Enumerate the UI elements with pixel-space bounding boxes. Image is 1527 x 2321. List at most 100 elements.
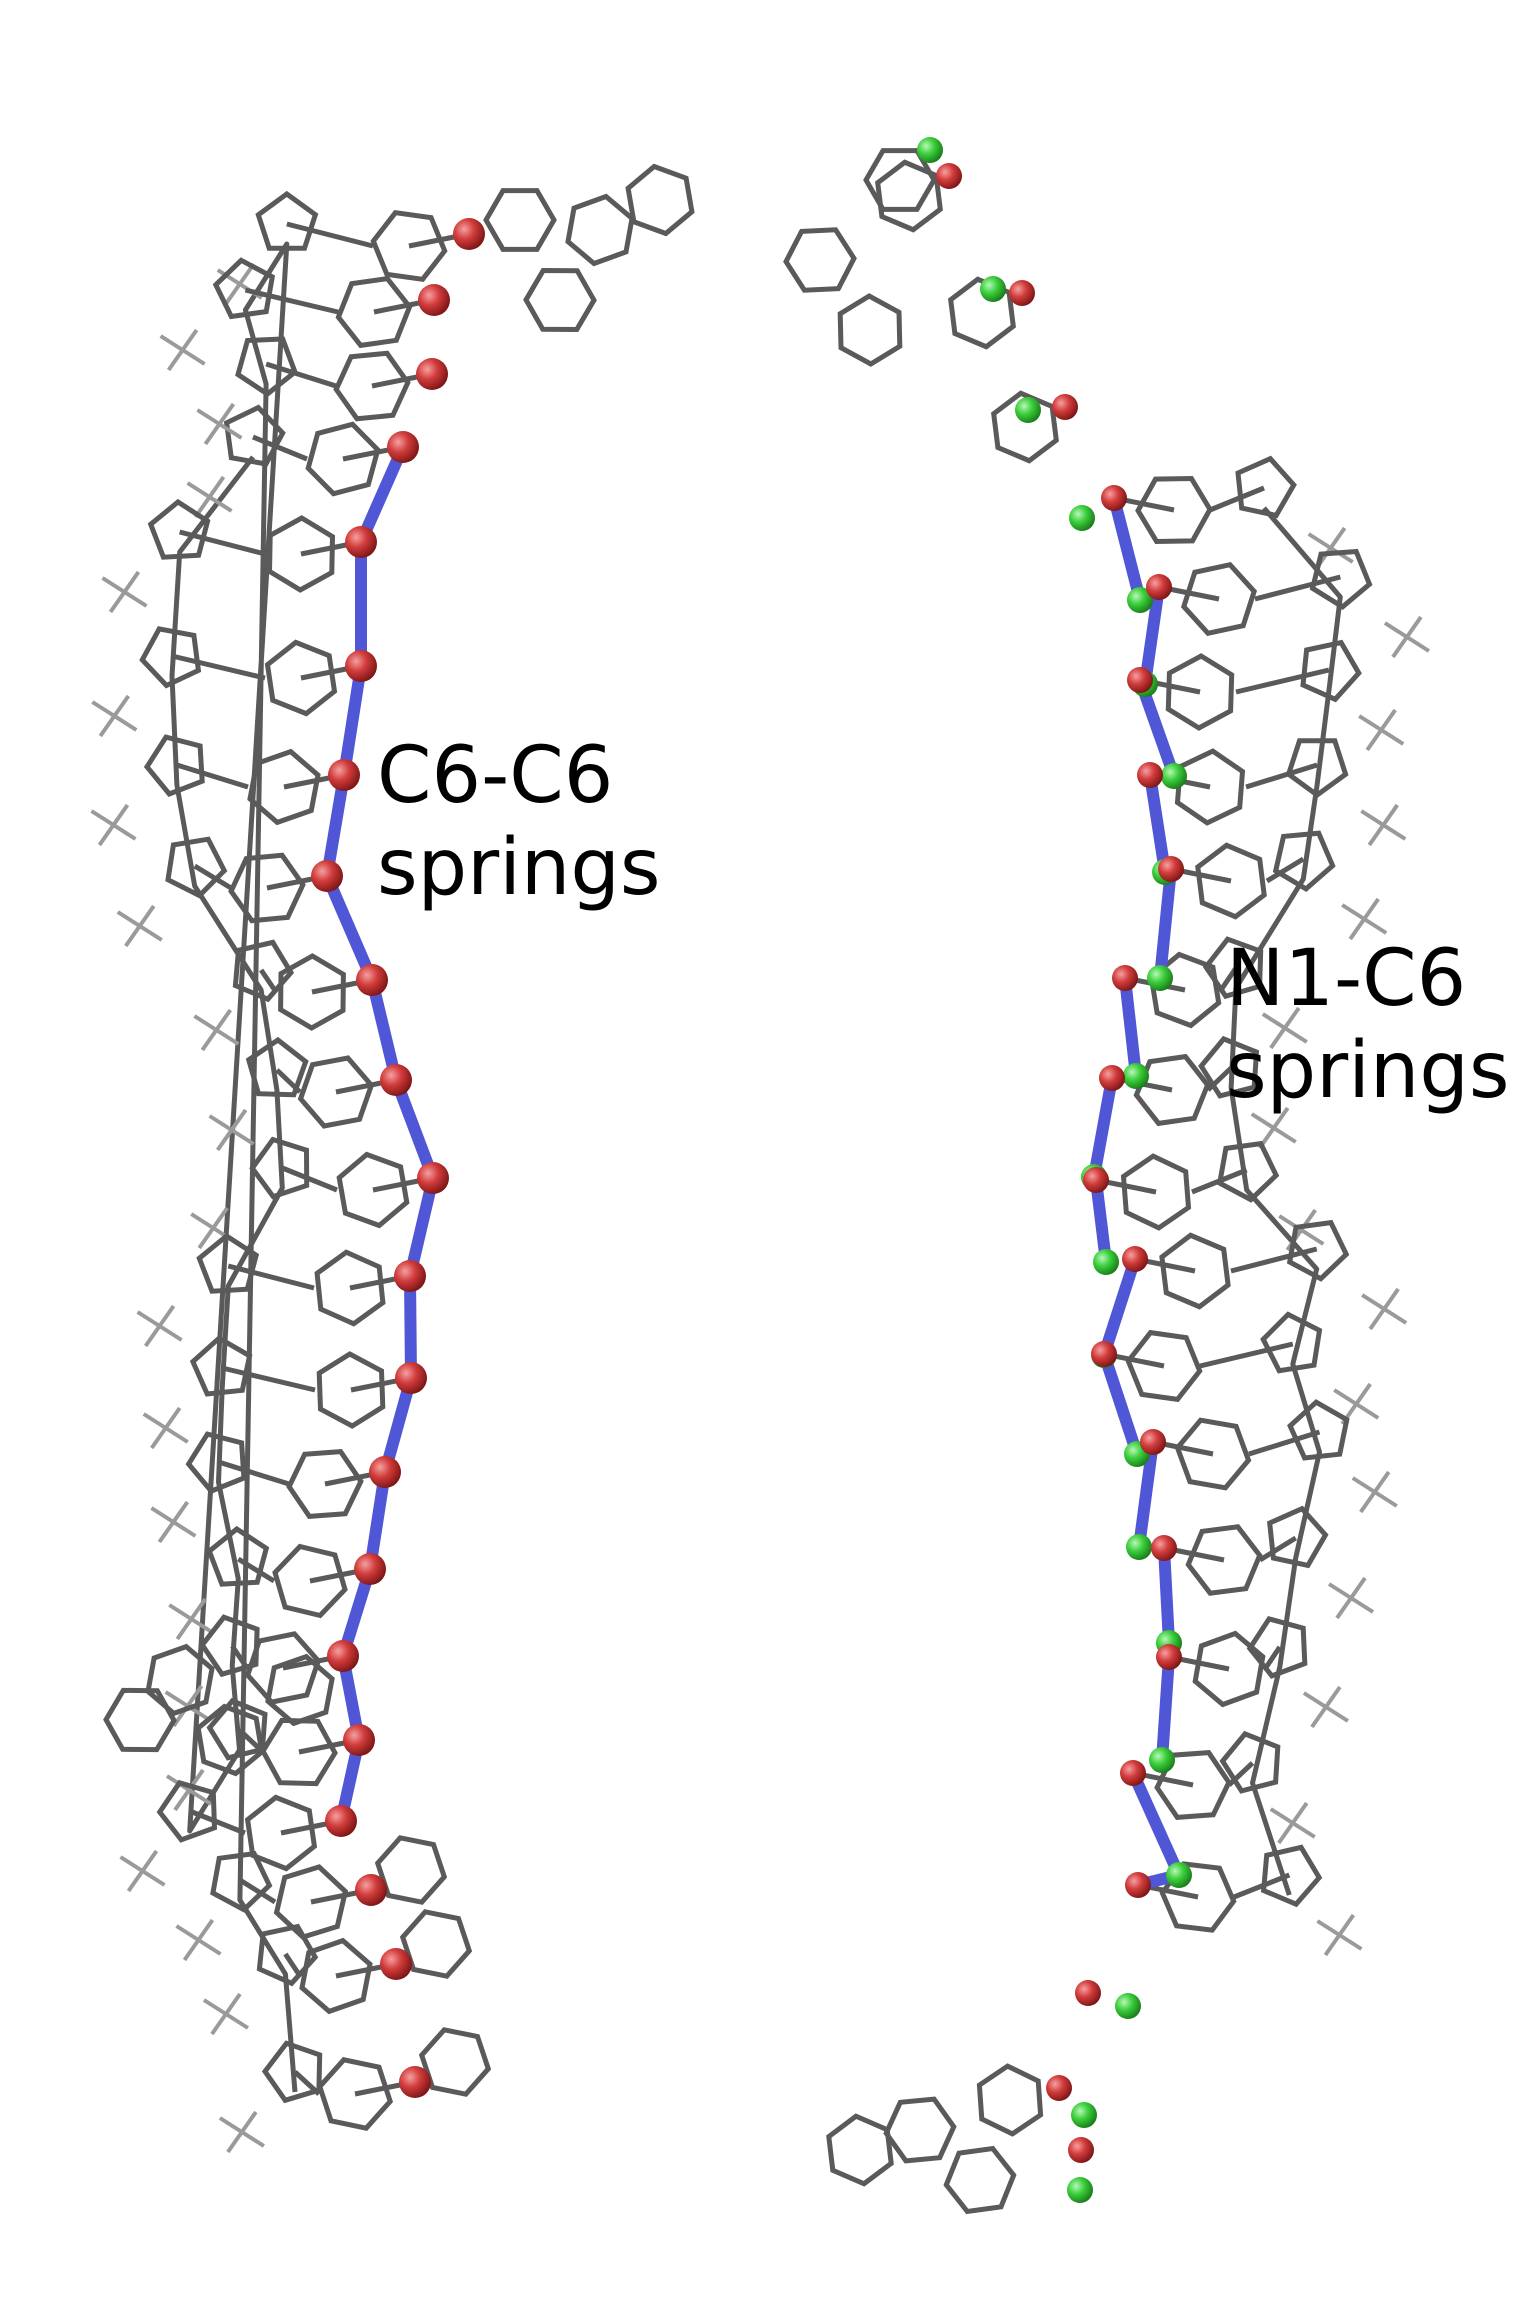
base-ring bbox=[244, 1794, 318, 1872]
n1-atom bbox=[1127, 587, 1153, 613]
base-ring bbox=[1174, 1417, 1252, 1491]
n1-c6-spring bbox=[1154, 863, 1177, 984]
glycosidic-bond bbox=[176, 762, 249, 790]
base-ring bbox=[374, 1835, 448, 1905]
glycosidic-bond bbox=[171, 653, 266, 681]
glycosidic-bond bbox=[1245, 762, 1318, 790]
sugar-ring bbox=[249, 1136, 310, 1200]
phosphate-bond bbox=[203, 402, 236, 446]
glycosidic-bond bbox=[1248, 1429, 1321, 1457]
n1-c6-spring bbox=[1098, 1253, 1141, 1361]
glycosidic-bond bbox=[1233, 1872, 1291, 1900]
c6-c6-spring bbox=[366, 974, 402, 1086]
c6-atom bbox=[387, 431, 419, 463]
sugar-ring bbox=[143, 734, 205, 797]
c6-atom bbox=[354, 1553, 386, 1585]
glycosidic-bond bbox=[1262, 1645, 1282, 1671]
c6-atom bbox=[356, 964, 388, 996]
phosphate-bond bbox=[197, 1206, 229, 1250]
base-ring bbox=[260, 1717, 338, 1787]
sugar-ring bbox=[1246, 1616, 1308, 1679]
right-atoms bbox=[917, 137, 1192, 2203]
c6-c6-spring bbox=[379, 1372, 417, 1478]
glycosidic-bond bbox=[281, 1165, 338, 1193]
n1-atom bbox=[1126, 1534, 1152, 1560]
c6-atom bbox=[1046, 2075, 1072, 2101]
phosphate-bond bbox=[1368, 1287, 1400, 1331]
glycosidic-bond bbox=[179, 529, 266, 557]
base-ring bbox=[1192, 1630, 1266, 1708]
n1-atom bbox=[1071, 2102, 1097, 2128]
sugar-ring bbox=[1235, 455, 1297, 519]
sugar-ring bbox=[1202, 936, 1264, 1000]
n1-atom bbox=[1015, 397, 1041, 423]
c6-atom bbox=[417, 1162, 449, 1194]
c6-atom bbox=[1140, 1429, 1166, 1455]
base-ring bbox=[565, 193, 635, 267]
base-ring bbox=[278, 953, 346, 1031]
base-ring bbox=[299, 1937, 373, 2015]
sugar-ring bbox=[1260, 1311, 1323, 1374]
sugar-ring bbox=[235, 336, 298, 398]
n1-c6-spring bbox=[1133, 1436, 1159, 1553]
glycosidic-bond bbox=[1254, 574, 1341, 602]
c6-c6-spring bbox=[355, 441, 409, 548]
n1-atom bbox=[1069, 505, 1095, 531]
c6-atom bbox=[416, 358, 448, 390]
phosphate-bond bbox=[1391, 615, 1423, 659]
c6-atom bbox=[1122, 1246, 1148, 1272]
c6-atom bbox=[1120, 1760, 1146, 1786]
base-ring bbox=[483, 188, 557, 252]
n1-c6-spring bbox=[1108, 492, 1146, 606]
base-ring bbox=[1125, 1329, 1203, 1403]
c6-c6-spring bbox=[321, 870, 378, 986]
phosphate-bond bbox=[1367, 803, 1399, 847]
phosphate-bond bbox=[1348, 897, 1380, 941]
glycosidic-bond bbox=[1206, 1066, 1233, 1092]
c6-c6-springs-label: C6-C6 springs bbox=[377, 730, 660, 914]
base-ring bbox=[418, 2027, 492, 2097]
base-ring bbox=[523, 267, 597, 333]
c6-atom bbox=[327, 1640, 359, 1672]
n1-atom bbox=[917, 137, 943, 163]
phosphate-bond bbox=[124, 904, 156, 948]
phosphate-bond bbox=[1365, 708, 1397, 752]
base-ring bbox=[783, 227, 857, 293]
c6-atom bbox=[394, 1260, 426, 1292]
c6-atom bbox=[936, 163, 962, 189]
label-right-line1: N1-C6 bbox=[1226, 934, 1467, 1024]
c6-atom bbox=[311, 860, 343, 892]
sugar-ring bbox=[1219, 1730, 1281, 1794]
label-left-line1: C6-C6 bbox=[377, 731, 614, 821]
sugar-ring bbox=[189, 1335, 253, 1397]
left-c6-atoms bbox=[311, 218, 485, 2098]
sugar-ring bbox=[232, 939, 295, 1003]
sugar-ring bbox=[255, 190, 319, 251]
c6-c6-spring bbox=[404, 1270, 417, 1384]
phosphate-bond bbox=[1310, 1685, 1342, 1729]
glycosidic-bond bbox=[1258, 1535, 1298, 1563]
base-ring bbox=[247, 748, 321, 826]
c6-atom bbox=[1112, 965, 1138, 991]
glycosidic-bond bbox=[238, 1877, 277, 1905]
c6-atom bbox=[1068, 2137, 1094, 2163]
c6-c6-spring bbox=[364, 1466, 391, 1575]
phosphate-bond bbox=[215, 1108, 248, 1152]
phosphate-bond bbox=[210, 1992, 242, 2036]
sugar-ring bbox=[1309, 548, 1373, 610]
sugar-ring bbox=[1216, 1140, 1280, 1203]
c6-atom bbox=[1091, 1341, 1117, 1367]
n1-atom bbox=[1115, 1993, 1141, 2019]
phosphate-bond bbox=[182, 1918, 215, 1962]
n1-c6-spring bbox=[1139, 581, 1165, 690]
sugar-ring bbox=[139, 626, 202, 689]
sugar-ring bbox=[223, 404, 286, 467]
c6-atom bbox=[1052, 394, 1078, 420]
base-ring bbox=[826, 2113, 894, 2187]
c6-atom bbox=[1101, 485, 1127, 511]
sugar-ring bbox=[147, 498, 211, 560]
glycosidic-bond bbox=[1209, 485, 1265, 513]
backbone-chain bbox=[169, 241, 298, 2093]
glycosidic-bond bbox=[1235, 667, 1330, 695]
